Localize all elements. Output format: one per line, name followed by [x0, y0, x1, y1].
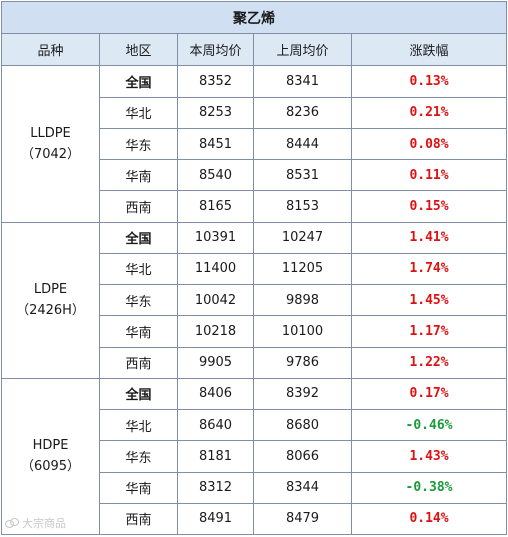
table-title: 聚乙烯	[0, 0, 508, 35]
product-name: HDPE	[32, 438, 69, 454]
change-percent: 1.43%	[350, 440, 508, 473]
this-week-price: 11400	[177, 252, 254, 286]
table-row: 西南 8491 8479 0.14%	[2, 502, 508, 536]
this-week-price: 8181	[177, 440, 254, 473]
change-percent: 1.17%	[350, 315, 508, 348]
change-percent: 0.17%	[350, 377, 508, 411]
table-row: 华东 10042 9898 1.45%	[2, 284, 508, 317]
table-row: 华南 10218 10100 1.17%	[2, 315, 508, 348]
product-grade: （2426H）	[16, 303, 85, 319]
last-week-price: 8531	[253, 159, 352, 192]
last-week-price: 10100	[253, 315, 352, 348]
region-cell: 全国	[99, 377, 178, 411]
change-percent: -0.46%	[350, 409, 508, 442]
header-this-week-price: 本周均价	[177, 33, 254, 67]
region-cell: 西南	[99, 502, 178, 536]
table-row: 西南 9905 9786 1.22%	[2, 346, 508, 379]
last-week-price: 8680	[253, 409, 352, 442]
table-row: 华南 8540 8531 0.11%	[2, 159, 508, 192]
change-percent: 1.41%	[350, 221, 508, 254]
region-cell: 华北	[99, 252, 178, 286]
last-week-price: 8392	[253, 377, 352, 411]
change-percent: 0.08%	[350, 127, 508, 161]
last-week-price: 10247	[253, 221, 352, 254]
change-percent: 0.21%	[350, 96, 508, 129]
region-cell: 全国	[99, 221, 178, 254]
change-percent: 1.22%	[350, 346, 508, 379]
last-week-price: 8341	[253, 65, 352, 98]
region-cell: 华东	[99, 440, 178, 473]
last-week-price: 8344	[253, 471, 352, 504]
this-week-price: 8406	[177, 377, 254, 411]
watermark: 大宗商品	[5, 515, 66, 531]
table-row: LDPE （2426H） 全国 10391 10247 1.41%	[1, 221, 508, 379]
product-cell: HDPE （6095）	[1, 377, 100, 536]
this-week-price: 8165	[177, 190, 254, 223]
table-row: 华北 8253 8236 0.21%	[2, 96, 508, 129]
table-row: 华东 8451 8444 0.08%	[2, 127, 508, 161]
table-row: HDPE （6095） 全国 8406 8392 0.17%	[1, 377, 508, 536]
this-week-price: 8540	[177, 159, 254, 192]
this-week-price: 8451	[177, 127, 254, 161]
watermark-text: 大宗商品	[22, 517, 66, 530]
product-cell: LLDPE （7042）	[1, 65, 100, 223]
region-cell: 西南	[99, 190, 178, 223]
region-cell: 华北	[99, 409, 178, 442]
change-percent: -0.38%	[350, 471, 508, 504]
last-week-price: 8479	[253, 502, 352, 536]
change-percent: 0.13%	[350, 65, 508, 98]
table-row: 华北 11400 11205 1.74%	[2, 252, 508, 286]
this-week-price: 8352	[177, 65, 254, 98]
table-title-row: 聚乙烯	[0, 0, 508, 35]
table-row: 西南 8165 8153 0.15%	[2, 190, 508, 223]
this-week-price: 8253	[177, 96, 254, 129]
table-row: 华南 8312 8344 -0.38%	[2, 471, 508, 504]
header-last-week-price: 上周均价	[253, 33, 352, 67]
this-week-price: 8491	[177, 502, 254, 536]
product-name: LLDPE	[30, 126, 71, 142]
region-cell: 华北	[99, 96, 178, 129]
this-week-price: 8312	[177, 471, 254, 504]
change-percent: 0.11%	[350, 159, 508, 192]
header-change: 涨跌幅	[350, 33, 508, 67]
this-week-price: 9905	[177, 346, 254, 379]
this-week-price: 10391	[177, 221, 254, 254]
last-week-price: 9786	[253, 346, 352, 379]
region-cell: 华南	[99, 471, 178, 504]
change-percent: 1.45%	[350, 284, 508, 317]
region-cell: 西南	[99, 346, 178, 379]
change-percent: 0.14%	[350, 502, 508, 536]
header-row: 品种 地区 本周均价 上周均价 涨跌幅	[1, 33, 508, 67]
change-percent: 1.74%	[350, 252, 508, 286]
change-percent: 0.15%	[350, 190, 508, 223]
header-product: 品种	[1, 33, 100, 67]
product-cell: LDPE （2426H）	[1, 221, 100, 379]
region-cell: 华南	[99, 315, 178, 348]
region-cell: 华东	[99, 284, 178, 317]
header-region: 地区	[99, 33, 178, 67]
region-cell: 全国	[99, 65, 178, 98]
weibo-logo-icon	[5, 517, 19, 529]
region-cell: 华南	[99, 159, 178, 192]
last-week-price: 8153	[253, 190, 352, 223]
product-grade: （6095）	[20, 459, 81, 475]
product-grade: （7042）	[20, 147, 81, 163]
this-week-price: 10218	[177, 315, 254, 348]
last-week-price: 8236	[253, 96, 352, 129]
last-week-price: 9898	[253, 284, 352, 317]
this-week-price: 8640	[177, 409, 254, 442]
region-cell: 华东	[99, 127, 178, 161]
last-week-price: 8066	[253, 440, 352, 473]
last-week-price: 8444	[253, 127, 352, 161]
this-week-price: 10042	[177, 284, 254, 317]
product-name: LDPE	[33, 282, 68, 298]
table-row: LLDPE （7042） 全国 8352 8341 0.13%	[1, 65, 508, 223]
last-week-price: 11205	[253, 252, 352, 286]
